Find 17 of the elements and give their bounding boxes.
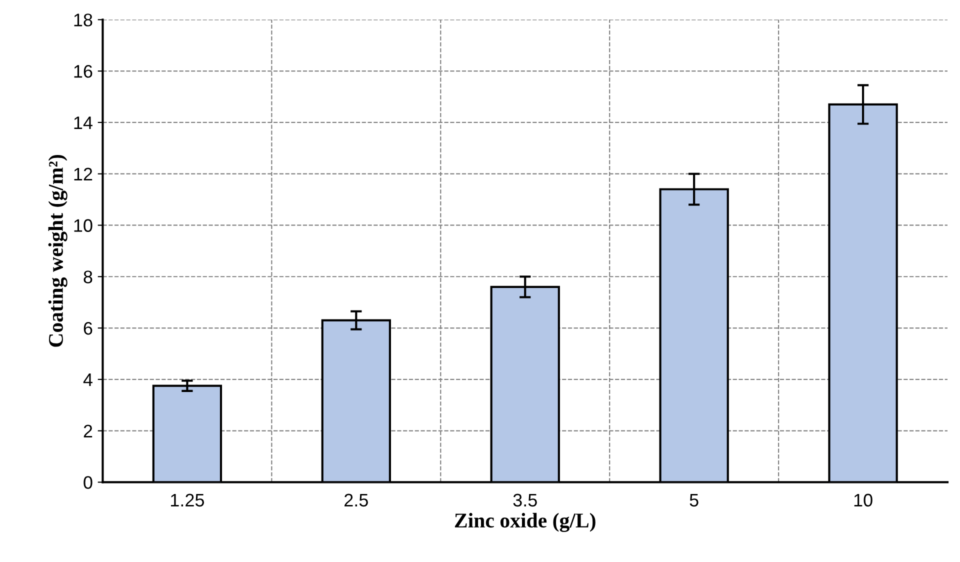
x-tick-label: 2.5	[344, 494, 368, 507]
y-tick-label: 6	[84, 322, 92, 335]
y-tick-label: 8	[84, 270, 92, 284]
y-tick-label: 16	[74, 64, 92, 78]
y-tick-label: 12	[74, 168, 92, 180]
y-tick-label: 0	[84, 476, 92, 489]
y-tick-label: 4	[83, 374, 92, 386]
y-axis-title: Coating weight (g/m²)	[48, 154, 68, 347]
x-axis-title: Zinc oxide (g/L)	[454, 512, 596, 532]
y-tick-label: 10	[74, 219, 92, 232]
x-tick-label: 10	[854, 494, 872, 507]
x-tick-label: 1.25	[171, 494, 204, 507]
y-tick-label: 2	[84, 424, 92, 438]
y-tick-label: 14	[74, 116, 92, 129]
x-tick-label: 3.5	[513, 494, 537, 507]
x-tick-label: 5	[690, 494, 698, 507]
y-tick-label: 18	[74, 14, 92, 26]
